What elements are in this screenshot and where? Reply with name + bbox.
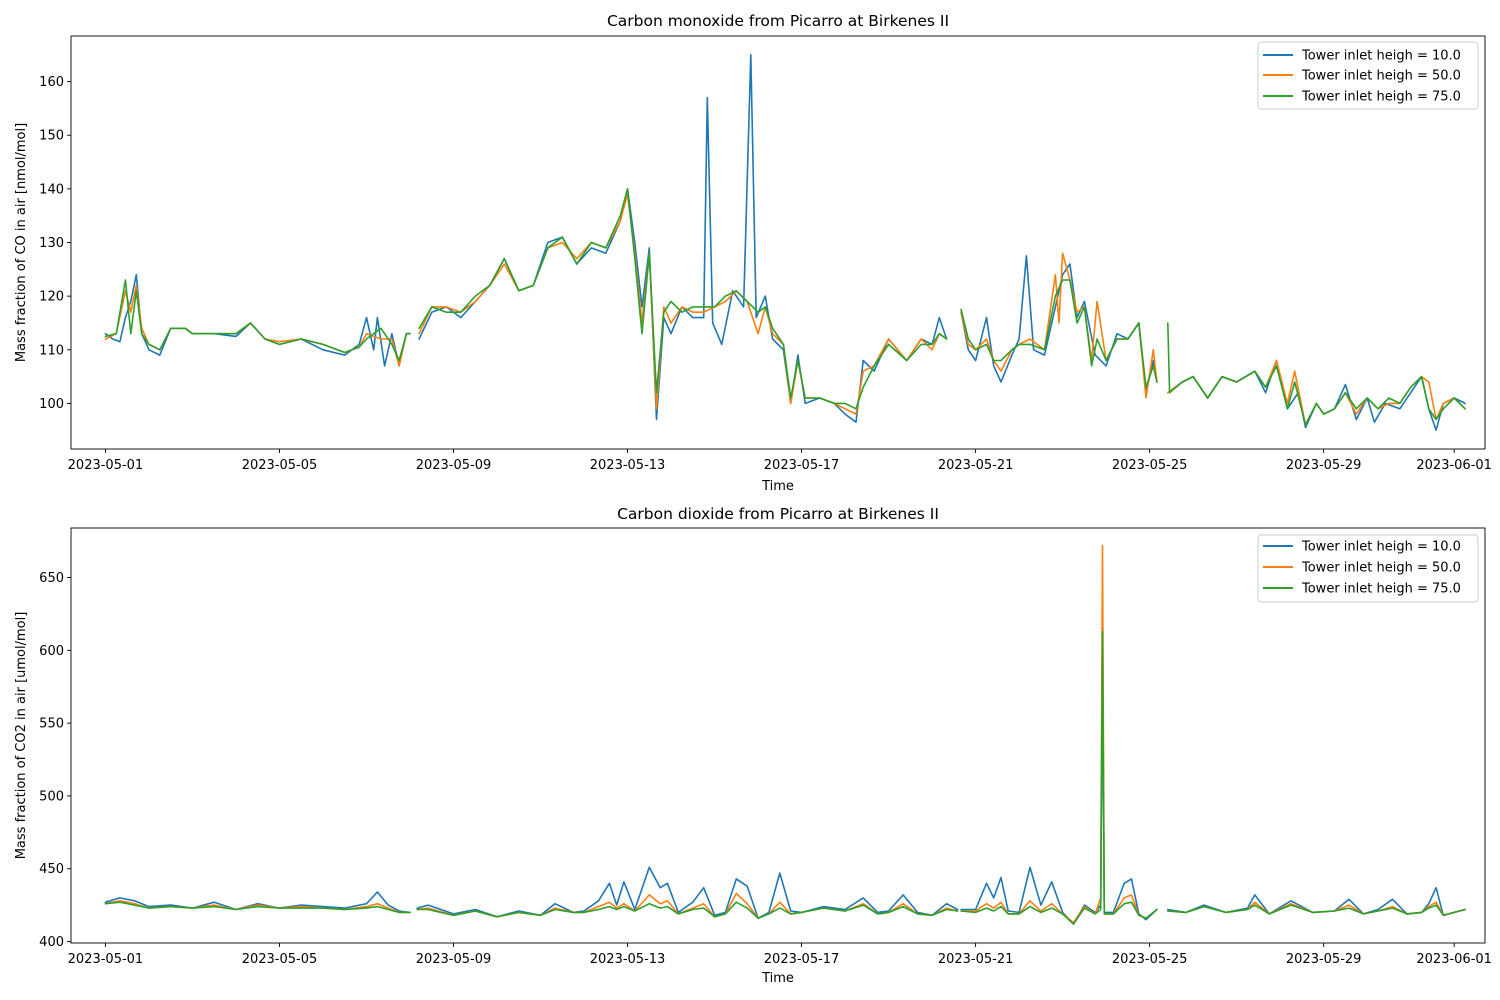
co2-series-line-75 [104,630,1466,925]
co-x-tick-label: 2023-05-09 [416,458,492,473]
co2-series-layer [104,544,1466,925]
co-y-tick-label: 100 [39,397,64,412]
co2-legend-label-50: Tower inlet heigh = 50.0 [1301,561,1461,576]
co2-x-tick-label: 2023-05-09 [416,952,492,967]
co2-chart-title: Carbon dioxide from Picarro at Birkenes … [617,505,939,523]
co2-y-tick-label: 600 [39,644,64,659]
co-y-tick-label: 120 [39,290,64,305]
co2-legend-label-10: Tower inlet heigh = 10.0 [1301,540,1461,555]
co2-y-tick-label: 500 [39,789,64,804]
co2-x-tick-label: 2023-05-13 [590,952,666,967]
co-chart: Carbon monoxide from Picarro at Birkenes… [14,12,1492,494]
co2-y-tick-label: 450 [39,862,64,877]
co2-x-axis: 2023-05-01 2023-05-05 2023-05-09 2023-05-13… [68,943,1492,967]
co2-x-tick-label: 2023-05-01 [68,952,144,967]
co2-y-axis-label: Mass fraction of CO2 in air [umol/mol] [14,612,29,860]
co-x-axis-label: Time [761,479,794,494]
co2-x-tick-label: 2023-05-05 [242,952,318,967]
co-y-tick-label: 150 [39,129,64,144]
co-y-axis-label: Mass fraction of CO in air [nmol/mol] [14,123,29,362]
co-legend-label-50: Tower inlet heigh = 50.0 [1301,69,1461,84]
co2-y-tick-label: 650 [39,571,64,586]
co2-x-tick-label: 2023-06-01 [1416,952,1492,967]
co2-y-axis: 400 450 500 550 600 650 [39,571,71,950]
co-series-line-75 [104,188,1466,426]
co-chart-title: Carbon monoxide from Picarro at Birkenes… [607,12,949,30]
co2-chart: Carbon dioxide from Picarro at Birkenes … [14,505,1492,986]
co-legend-label-10: Tower inlet heigh = 10.0 [1301,49,1461,64]
co-legend: Tower inlet heigh = 10.0 Tower inlet hei… [1257,41,1479,110]
co2-x-tick-label: 2023-05-21 [938,952,1014,967]
co2-legend-label-75: Tower inlet heigh = 75.0 [1301,582,1461,597]
co2-plot-frame [70,527,1486,944]
co2-x-tick-label: 2023-05-29 [1286,952,1362,967]
co-x-tick-label: 2023-05-17 [764,458,840,473]
co2-legend-box [1257,534,1479,603]
co2-y-tick-label: 400 [39,935,64,950]
co-x-tick-label: 2023-06-01 [1416,458,1492,473]
co-series-layer [104,54,1466,431]
co-y-tick-label: 160 [39,75,64,90]
co-y-tick-label: 130 [39,236,64,251]
co-x-tick-label: 2023-05-21 [938,458,1014,473]
co2-x-tick-label: 2023-05-17 [764,952,840,967]
co-y-tick-label: 110 [39,343,64,358]
co2-x-tick-label: 2023-05-25 [1112,952,1188,967]
co-x-tick-label: 2023-05-01 [68,458,144,473]
co-x-tick-label: 2023-05-29 [1286,458,1362,473]
co-legend-label-75: Tower inlet heigh = 75.0 [1301,90,1461,105]
co-x-axis: 2023-05-01 2023-05-05 2023-05-09 2023-05-13… [68,449,1492,473]
co-y-tick-label: 140 [39,182,64,197]
co2-legend: Tower inlet heigh = 10.0 Tower inlet hei… [1257,534,1479,603]
co-x-tick-label: 2023-05-13 [590,458,666,473]
co2-y-tick-label: 550 [39,717,64,732]
co2-x-axis-label: Time [761,971,794,986]
co-y-axis: 100 110 120 130 140 150 160 [39,75,71,412]
co-legend-box [1257,41,1479,110]
co-x-tick-label: 2023-05-25 [1112,458,1188,473]
co-x-tick-label: 2023-05-05 [242,458,318,473]
